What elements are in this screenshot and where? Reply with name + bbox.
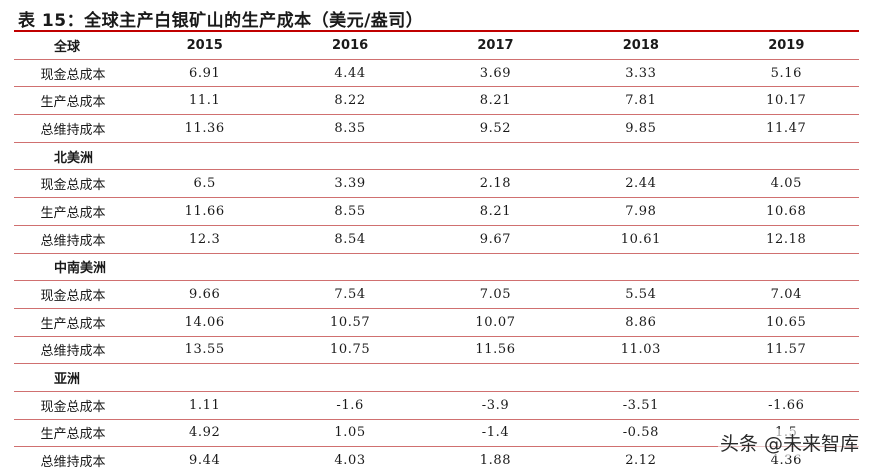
value-cell: 4.44 — [277, 59, 423, 88]
table-row: 生产总成本 14.06 10.57 10.07 8.86 10.65 — [14, 308, 859, 337]
value-cell: 3.39 — [277, 169, 423, 199]
metric-label: 生产总成本 — [14, 197, 132, 226]
value-cell: -3.9 — [422, 391, 569, 420]
value-cell: 9.85 — [568, 114, 714, 143]
table-row: 现金总成本 1.11 -1.6 -3.9 -3.51 -1.66 — [14, 391, 859, 420]
table-title: 表 15：全球主产白银矿山的生产成本（美元/盎司） — [18, 11, 424, 31]
cost-table: 全球 2015 2016 2017 2018 2019 现金总成本 6.91 4… — [14, 32, 859, 474]
value-cell: 7.04 — [713, 280, 859, 309]
value-cell: 12.18 — [713, 225, 859, 254]
region-label: 中南美洲 — [14, 253, 859, 282]
value-cell: 6.91 — [132, 59, 278, 88]
value-cell: 10.57 — [277, 308, 423, 337]
value-cell: 11.57 — [713, 336, 859, 365]
region-row: 中南美洲 — [14, 253, 859, 282]
table-row: 现金总成本 6.5 3.39 2.18 2.44 4.05 — [14, 169, 859, 199]
value-cell: 10.17 — [713, 86, 859, 116]
value-cell: 13.55 — [132, 336, 278, 365]
value-cell: 5.16 — [713, 59, 859, 88]
value-cell: 4.05 — [713, 169, 859, 199]
value-cell: 7.98 — [568, 197, 714, 226]
region-label: 亚洲 — [14, 363, 859, 392]
metric-label: 生产总成本 — [14, 419, 132, 448]
value-cell: 7.54 — [277, 280, 423, 309]
header-year: 2017 — [422, 32, 569, 60]
table-row: 生产总成本 11.66 8.55 8.21 7.98 10.68 — [14, 197, 859, 226]
table-row: 生产总成本 11.1 8.22 8.21 7.81 10.17 — [14, 86, 859, 116]
metric-label: 生产总成本 — [14, 86, 132, 116]
value-cell: 7.81 — [568, 86, 714, 116]
region-row: 亚洲 — [14, 363, 859, 392]
header-year: 2016 — [277, 32, 423, 60]
metric-label: 现金总成本 — [14, 169, 132, 199]
value-cell: 10.61 — [568, 225, 714, 254]
value-cell: 1.05 — [277, 419, 423, 448]
value-cell: -1.4 — [422, 419, 569, 448]
table-row: 总维持成本 13.55 10.75 11.56 11.03 11.57 — [14, 336, 859, 365]
value-cell: 8.55 — [277, 197, 423, 226]
header-year: 2015 — [132, 32, 278, 60]
value-cell: 10.07 — [422, 308, 569, 337]
metric-label: 总维持成本 — [14, 336, 132, 365]
value-cell: 5.54 — [568, 280, 714, 309]
metric-label: 现金总成本 — [14, 59, 132, 88]
value-cell: 3.69 — [422, 59, 569, 88]
metric-label: 现金总成本 — [14, 280, 132, 309]
value-cell: 2.44 — [568, 169, 714, 199]
metric-label: 总维持成本 — [14, 114, 132, 143]
value-cell: 1.88 — [479, 453, 512, 469]
value-cell: 9.52 — [422, 114, 569, 143]
table-row: 现金总成本 6.91 4.44 3.69 3.33 5.16 — [14, 59, 859, 88]
value-cell: 8.54 — [277, 225, 423, 254]
header-row: 全球 2015 2016 2017 2018 2019 — [14, 32, 859, 60]
table-row: 总维持成本 11.36 8.35 9.52 9.85 11.47 — [14, 114, 859, 143]
value-cell: 10.65 — [713, 308, 859, 337]
region-label: 北美洲 — [14, 142, 859, 171]
metric-label: 总维持成本 — [14, 225, 132, 254]
value-cell: 8.21 — [422, 86, 569, 116]
header-year: 2018 — [568, 32, 714, 60]
value-cell: -0.58 — [568, 419, 714, 448]
value-cell: 8.21 — [422, 197, 569, 226]
value-cell: 10.75 — [277, 336, 423, 365]
value-cell: 6.5 — [132, 169, 278, 199]
value-cell: 14.06 — [132, 308, 278, 337]
value-cell: 11.56 — [422, 336, 569, 365]
value-cell: 11.47 — [713, 114, 859, 143]
metric-label: 生产总成本 — [14, 308, 132, 337]
value-cell: 8.22 — [277, 86, 423, 116]
value-cell: -1.6 — [277, 391, 423, 420]
value-cell: 2.18 — [422, 169, 569, 199]
metric-label: 现金总成本 — [14, 391, 132, 420]
header-year: 2019 — [713, 32, 859, 60]
value-cell: 11.1 — [132, 86, 278, 116]
value-cell: 7.05 — [422, 280, 569, 309]
region-row: 北美洲 — [14, 142, 859, 171]
metric-label: 总维持成本 — [40, 455, 106, 471]
value-cell: 8.86 — [568, 308, 714, 337]
value-cell: 10.68 — [713, 197, 859, 226]
value-cell: 1.11 — [132, 391, 278, 420]
top-rule — [14, 30, 859, 32]
value-cell: 11.66 — [132, 197, 278, 226]
value-cell: 4.03 — [334, 453, 366, 469]
value-cell: -1.66 — [713, 391, 859, 420]
value-cell: 2.12 — [625, 453, 657, 469]
value-cell: 4.92 — [132, 419, 278, 448]
value-cell: 4.36 — [770, 453, 802, 469]
table-row: 总维持成本 9.44 4.03 1.88 2.12 4.36 — [14, 447, 859, 474]
value-cell: 12.3 — [132, 225, 278, 254]
watermark-text: 头条 @未来智库 — [717, 429, 861, 456]
value-cell: -3.51 — [568, 391, 714, 420]
table-row: 现金总成本 9.66 7.54 7.05 5.54 7.04 — [14, 280, 859, 309]
value-cell: 11.36 — [132, 114, 278, 143]
table-row: 总维持成本 12.3 8.54 9.67 10.61 12.18 — [14, 225, 859, 254]
value-cell: 9.67 — [422, 225, 569, 254]
value-cell: 11.03 — [568, 336, 714, 365]
value-cell: 9.44 — [189, 453, 221, 469]
header-region-global: 全球 — [14, 32, 132, 60]
value-cell: 9.66 — [132, 280, 278, 309]
value-cell: 8.35 — [277, 114, 423, 143]
value-cell: 3.33 — [568, 59, 714, 88]
